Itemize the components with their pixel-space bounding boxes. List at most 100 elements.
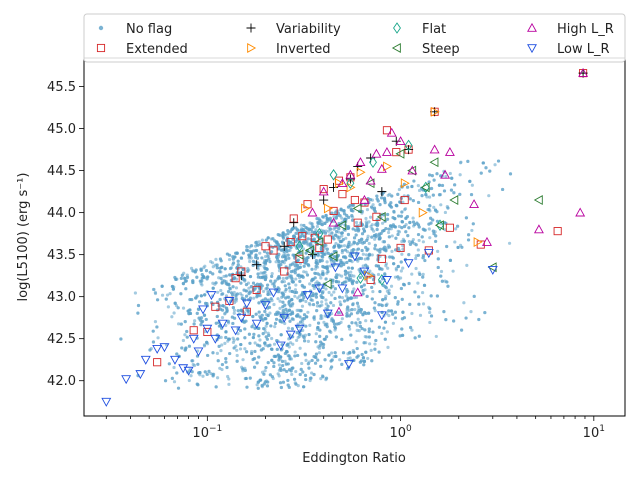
no-flag-point [251,314,255,319]
legend-label: No flag [126,22,172,37]
no-flag-point [214,281,218,285]
no-flag-point [295,338,299,343]
no-flag-point [269,347,274,351]
no-flag-point [327,353,331,357]
no-flag-point [416,200,421,205]
no-flag-point [294,277,298,281]
inverted-point [346,182,356,193]
no-flag-point [281,363,285,368]
no-flag-point [370,359,374,363]
no-flag-point [261,289,266,294]
no-flag-point [399,260,403,264]
no-flag-point [340,362,344,366]
no-flag-point [292,377,297,381]
no-flag-point [374,222,378,227]
no-flag-point [326,251,330,256]
no-flag-point [331,284,335,288]
no-flag-point [269,324,273,328]
no-flag-point [247,312,251,316]
no-flag-point [255,383,259,387]
no-flag-point [361,288,365,293]
no-flag-point [298,325,303,329]
no-flag-point [496,159,501,163]
no-flag-point [239,256,243,260]
no-flag-point [440,279,444,283]
no-flag-point [347,324,351,328]
no-flag-point [190,370,194,374]
no-flag-point [304,377,308,382]
no-flag-point [380,303,384,308]
no-flag-point [407,240,411,244]
no-flag-point [187,344,192,348]
no-flag-point [294,240,298,244]
extended-point [400,195,409,205]
no-flag-point [204,317,208,322]
x-tick-label: 10−1 [192,424,222,441]
no-flag-point [355,328,359,332]
no-flag-point [396,192,400,196]
high-l-r-point [376,163,387,173]
no-flag-point [298,372,302,377]
no-flag-point [231,306,235,310]
no-flag-point [290,276,294,280]
no-flag-point [243,347,247,351]
legend-label: Extended [126,42,188,57]
no-flag-point [315,224,320,229]
no-flag-point [260,383,264,388]
no-flag-point [408,242,413,246]
no-flag-point [251,259,256,263]
variability-point [329,182,339,192]
no-flag-point [331,303,336,308]
no-flag-point [321,342,326,347]
no-flag-point [444,317,448,322]
no-flag-point [408,220,412,225]
no-flag-point [174,277,178,281]
no-flag-point [220,281,224,285]
no-flag-point [427,222,431,226]
no-flag-point [400,252,404,256]
no-flag-point [273,321,278,325]
no-flag-point [272,284,277,289]
no-flag-point [345,312,349,316]
no-flag-point [345,309,349,313]
no-flag-point [199,323,203,327]
no-flag-point [391,312,395,316]
no-flag-point [226,374,230,379]
no-flag-point [446,206,450,210]
high-l-r-point [337,178,348,188]
no-flag-point [291,302,295,306]
no-flag-point [249,284,253,289]
no-flag-point [302,264,306,268]
no-flag-point [355,280,359,284]
low-l-r-point [188,334,199,344]
no-flag-point [260,256,264,260]
no-flag-point [302,313,307,317]
y-tick-label: 42.5 [47,332,76,347]
no-flag-point [351,279,355,283]
no-flag-point [390,234,394,238]
low-l-r-point [268,288,279,298]
no-flag-point [371,289,375,294]
no-flag-point [164,297,168,301]
no-flag-point [313,361,318,365]
no-flag-point [362,229,367,233]
no-flag-point [266,361,270,365]
no-flag-point [265,267,269,271]
no-flag-point [355,355,359,359]
no-flag-point [287,345,291,349]
no-flag-point [432,205,436,209]
no-flag-point [244,283,249,287]
no-flag-point [417,238,421,243]
no-flag-point [385,330,389,334]
no-flag-point [375,194,379,198]
no-flag-point [349,333,353,337]
no-flag-point [240,293,244,297]
legend-item: Flat [393,22,446,37]
no-flag-point [324,376,329,380]
no-flag-point [219,288,223,293]
low-l-r-point [314,284,325,294]
low-l-r-point [251,319,262,329]
no-flag-point [187,312,191,316]
no-flag-point [245,245,249,249]
no-flag-point [364,216,368,221]
